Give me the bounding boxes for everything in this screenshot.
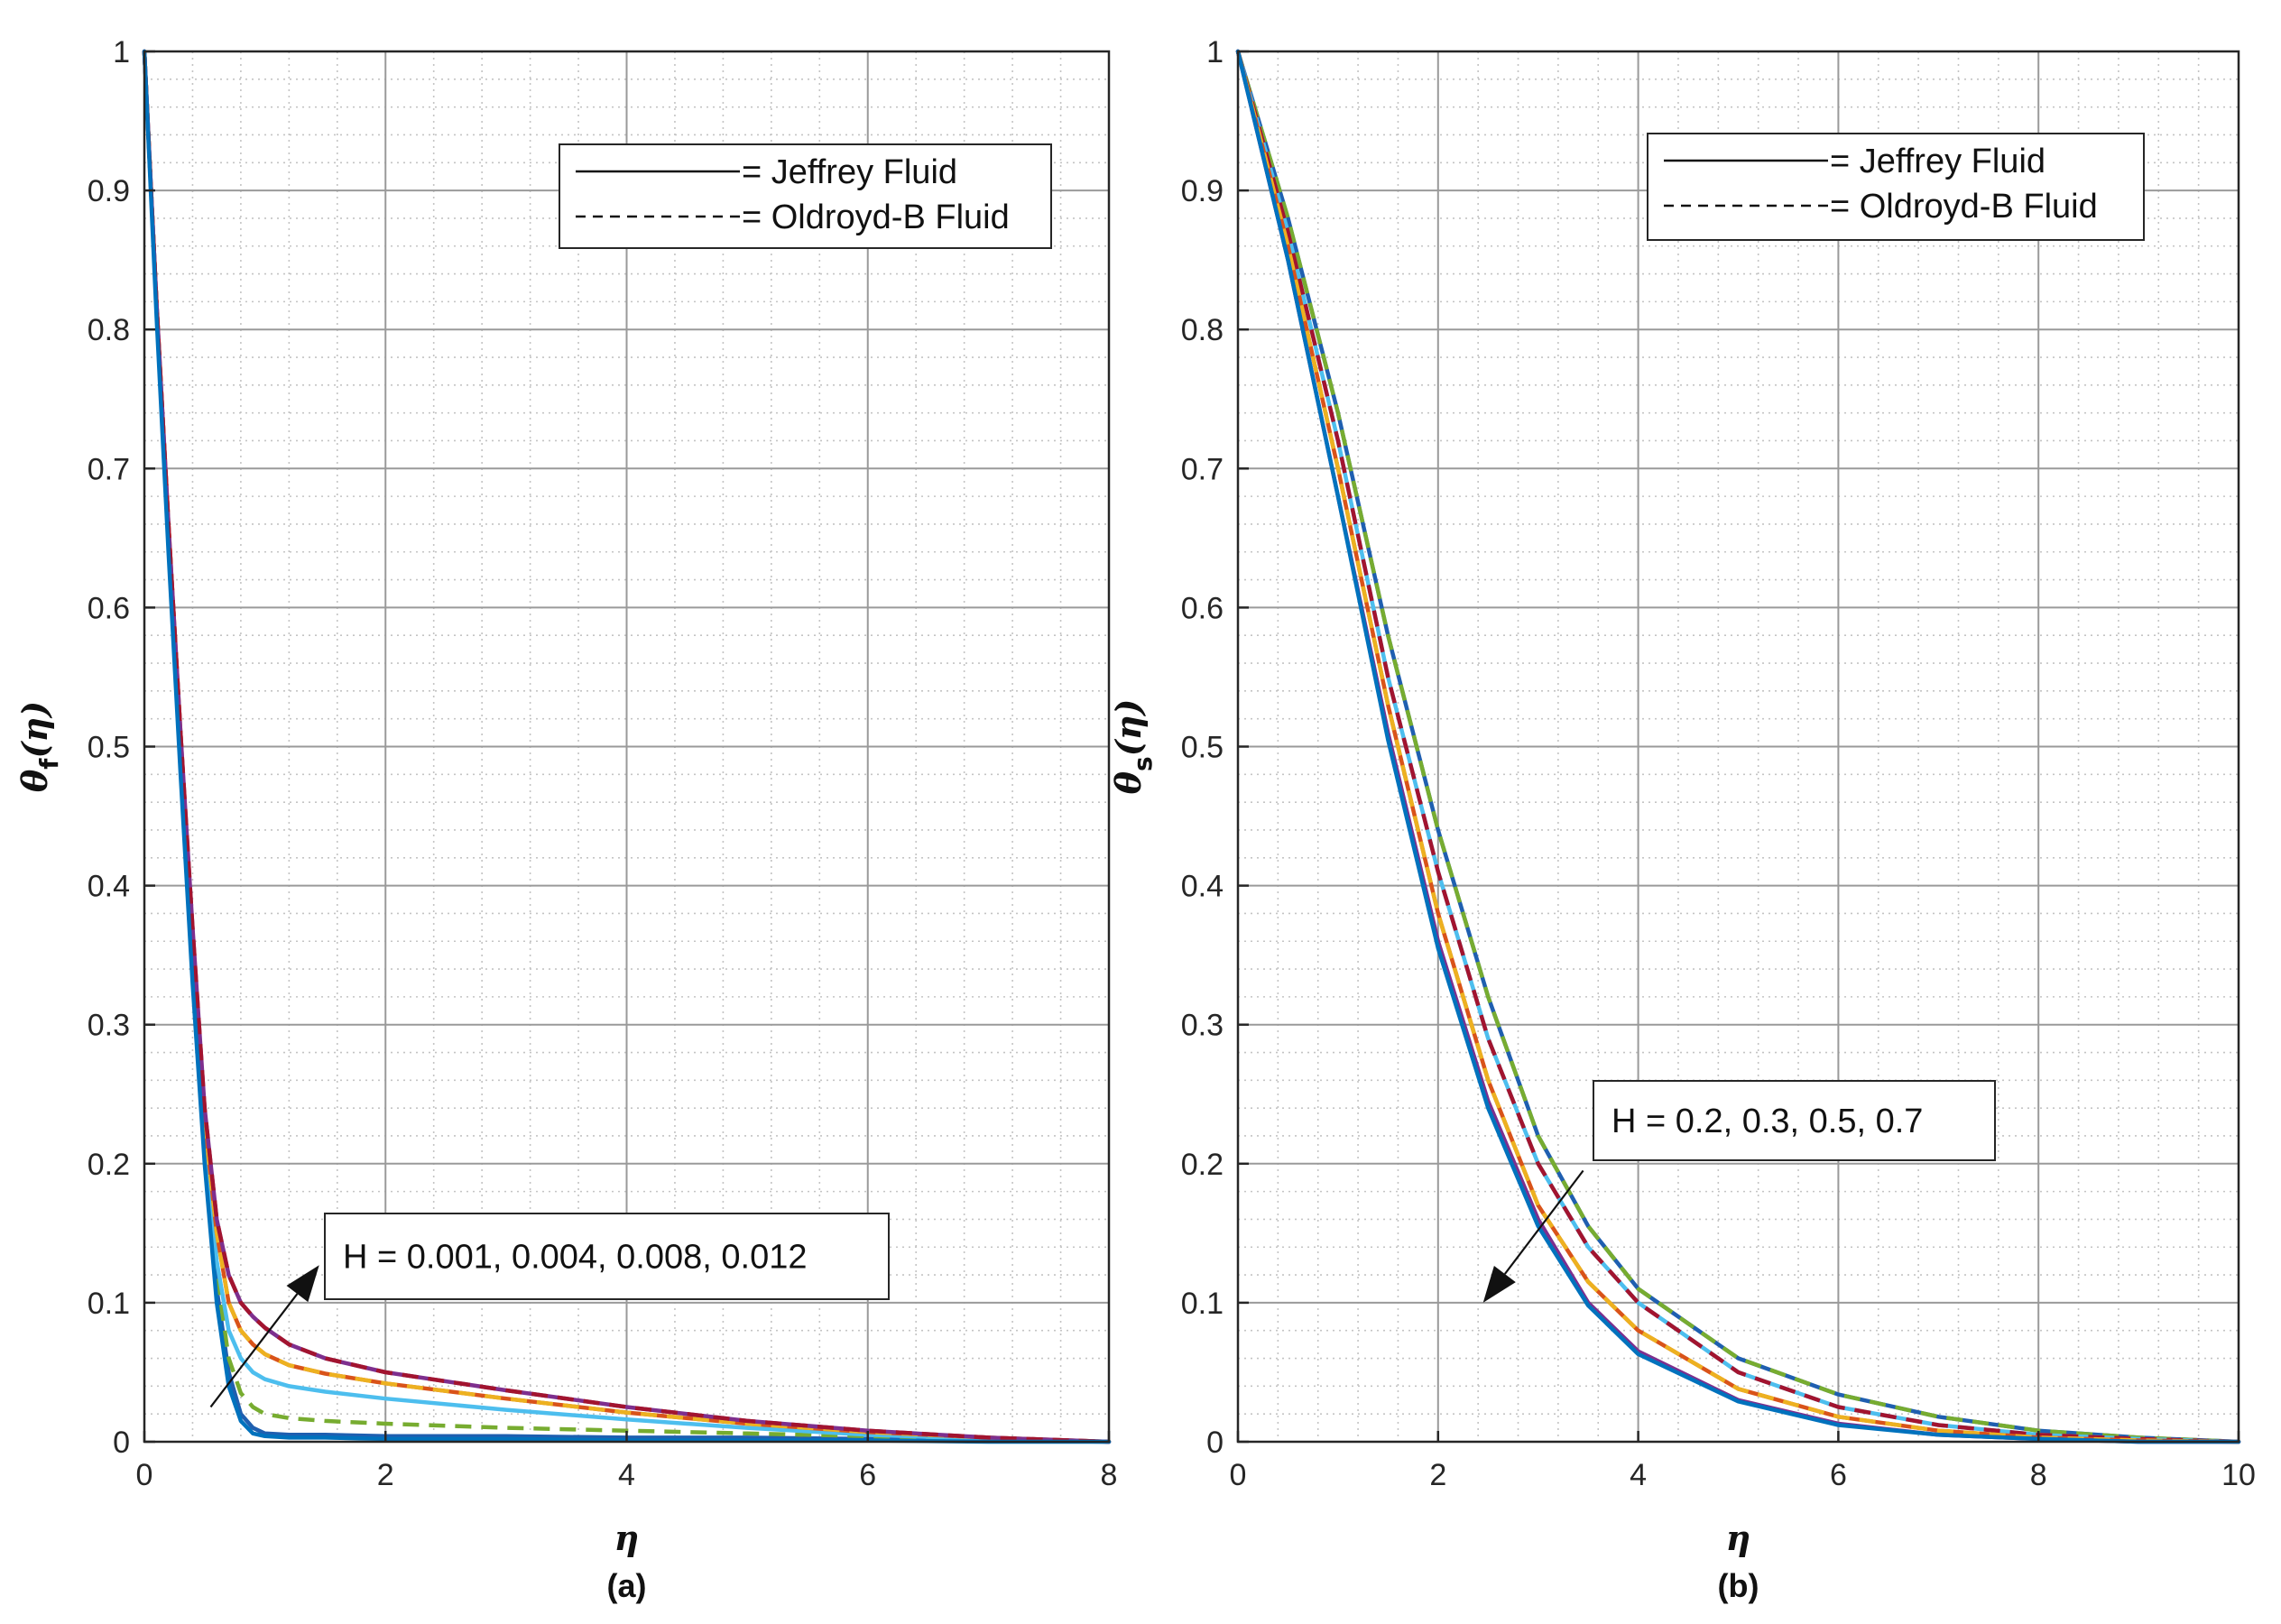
annotation-arrow-shaft — [209, 1293, 299, 1408]
y-tick-label: 0 — [113, 1426, 130, 1460]
annotation: H = 0.001, 0.004, 0.008, 0.012 — [209, 1213, 890, 1408]
y-tick-label: 0.3 — [1181, 1009, 1224, 1043]
x-tick-label: 6 — [859, 1458, 876, 1492]
x-axis-title: η — [614, 1518, 640, 1558]
series-line-4 — [1235, 51, 2239, 1444]
legend: = Jeffrey Fluid = Oldroyd-B Fluid — [559, 143, 1052, 249]
y-axis-title: θf(η) — [14, 701, 64, 792]
annotation: H = 0.2, 0.3, 0.5, 0.7 — [1482, 1080, 1996, 1303]
y-axis-title: θs(η) — [1108, 699, 1158, 795]
series-line-6 — [1235, 51, 2239, 1444]
chart-panel-a: 0 2 4 6 8 0 0.1 0.2 0.3 0.4 0.5 0.6 0.7 0.8 0.9 1 η θf(η)… — [14, 35, 1117, 1604]
series-line-7 — [142, 51, 1110, 1444]
panel-label: (a) — [607, 1567, 647, 1604]
x-tick-label: 2 — [1429, 1458, 1446, 1492]
y-tick-label: 0.2 — [88, 1148, 130, 1182]
y-axis-title-argument: (η) — [14, 701, 55, 759]
y-tick-label: 0.5 — [88, 731, 130, 765]
y-axis-title-main: θ — [14, 769, 55, 792]
annotation-box — [1593, 1080, 1996, 1161]
y-tick-label: 0.5 — [1181, 731, 1224, 765]
y-tick-label: 0.6 — [88, 591, 130, 625]
y-tick-label: 1 — [113, 35, 130, 69]
y-tick-label: 0.6 — [1181, 591, 1224, 625]
y-tick-label: 0.9 — [1181, 174, 1224, 208]
x-tick-label: 10 — [2221, 1458, 2256, 1492]
y-tick-label: 1 — [1206, 35, 1224, 69]
legend-box — [559, 143, 1052, 249]
x-tick-label: 0 — [136, 1458, 153, 1492]
y-axis-title-subscript: f — [34, 758, 64, 770]
x-tick-label: 4 — [618, 1458, 635, 1492]
legend-label: = Oldroyd-B Fluid — [742, 198, 1010, 236]
legend: = Jeffrey Fluid = Oldroyd-B Fluid — [1647, 133, 2145, 241]
annotation-arrow-shaft — [1503, 1169, 1584, 1275]
y-tick-label: 0.2 — [1181, 1148, 1224, 1182]
x-tick-label: 2 — [377, 1458, 394, 1492]
y-axis-title-subscript: s — [1128, 756, 1158, 771]
legend-label: = Jeffrey Fluid — [742, 153, 957, 191]
y-tick-label: 0 — [1206, 1426, 1224, 1460]
y-tick-label: 0.7 — [1181, 452, 1224, 486]
y-tick-label: 0.3 — [88, 1009, 130, 1043]
y-tick-label: 0.4 — [1181, 870, 1224, 904]
y-tick-label: 0.1 — [88, 1287, 130, 1321]
chart-panel-b: 0 2 4 6 8 1000.10.20.30.40.50.60.70.80.91ηθs(… — [1108, 35, 2256, 1604]
x-tick-label: 8 — [2030, 1458, 2047, 1492]
y-tick-label: 0.9 — [88, 174, 130, 208]
y-tick-label: 0.8 — [88, 313, 130, 347]
annotation-arrow-head — [1482, 1265, 1516, 1303]
y-tick-label: 0.4 — [88, 870, 130, 904]
series-line-2 — [1235, 51, 2239, 1444]
y-tick-label: 0.8 — [1181, 313, 1224, 347]
x-tick-label: 0 — [1230, 1458, 1247, 1492]
annotation-text: H = 0.001, 0.004, 0.008, 0.012 — [343, 1239, 807, 1277]
annotation-box — [324, 1213, 890, 1300]
y-tick-label: 0.1 — [1181, 1287, 1224, 1321]
legend-label: = Jeffrey Fluid — [1830, 143, 2046, 180]
x-tick-label: 6 — [1830, 1458, 1847, 1492]
annotation-arrow-head — [286, 1265, 319, 1303]
x-tick-label: 4 — [1630, 1458, 1647, 1492]
x-axis-title: η — [1726, 1518, 1751, 1558]
series-line-8 — [142, 49, 1112, 1444]
y-axis-title-argument: (η) — [1108, 699, 1149, 757]
annotation-text: H = 0.2, 0.3, 0.5, 0.7 — [1611, 1103, 1923, 1140]
legend-box — [1647, 133, 2145, 241]
x-tick-label: 8 — [1101, 1458, 1118, 1492]
legend-label: = Oldroyd-B Fluid — [1830, 188, 2098, 226]
series-line-8 — [1235, 49, 2241, 1444]
y-tick-label: 0.7 — [88, 452, 130, 486]
panel-label: (b) — [1718, 1567, 1759, 1604]
y-axis-title-main: θ — [1108, 770, 1149, 794]
